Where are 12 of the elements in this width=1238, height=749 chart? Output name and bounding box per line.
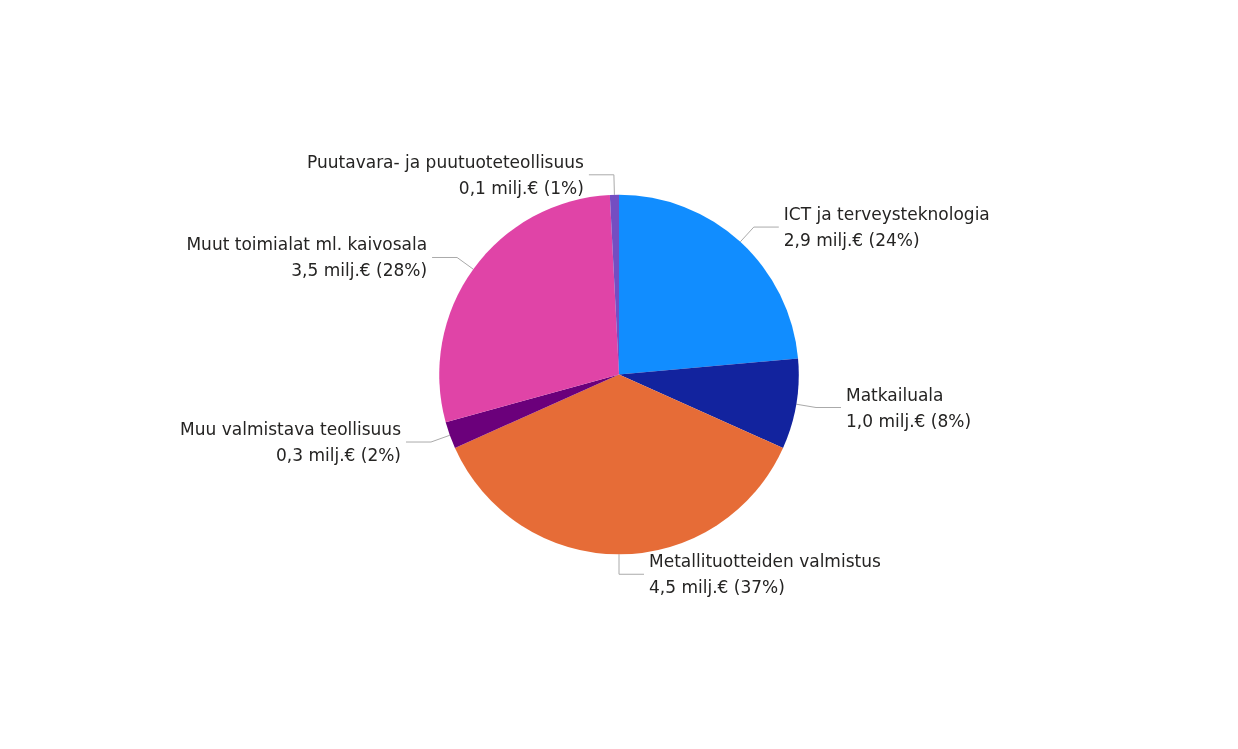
slice-label: Puutavara- ja puutuoteteollisuus xyxy=(307,151,585,172)
data-label: 1,0 milj.€ (8%) xyxy=(846,410,972,431)
slice-label: Metallituotteiden valmistus xyxy=(649,551,881,572)
data-label: 3,5 milj.€ (28%) xyxy=(291,260,428,281)
slice-label: Matkailuala xyxy=(846,384,944,405)
data-label: 0,3 milj.€ (2%) xyxy=(275,445,401,466)
slice-label: Muu valmistava teollisuus xyxy=(180,419,402,440)
data-label: 4,5 milj.€ (37%) xyxy=(649,577,785,598)
data-label: 0,1 milj.€ (1%) xyxy=(458,177,584,198)
slice-label: Muut toimialat ml. kaivosala xyxy=(186,234,428,255)
data-label: 2,9 milj.€ (24%) xyxy=(783,230,920,251)
slice-label: ICT ja terveysteknologia xyxy=(783,204,990,225)
